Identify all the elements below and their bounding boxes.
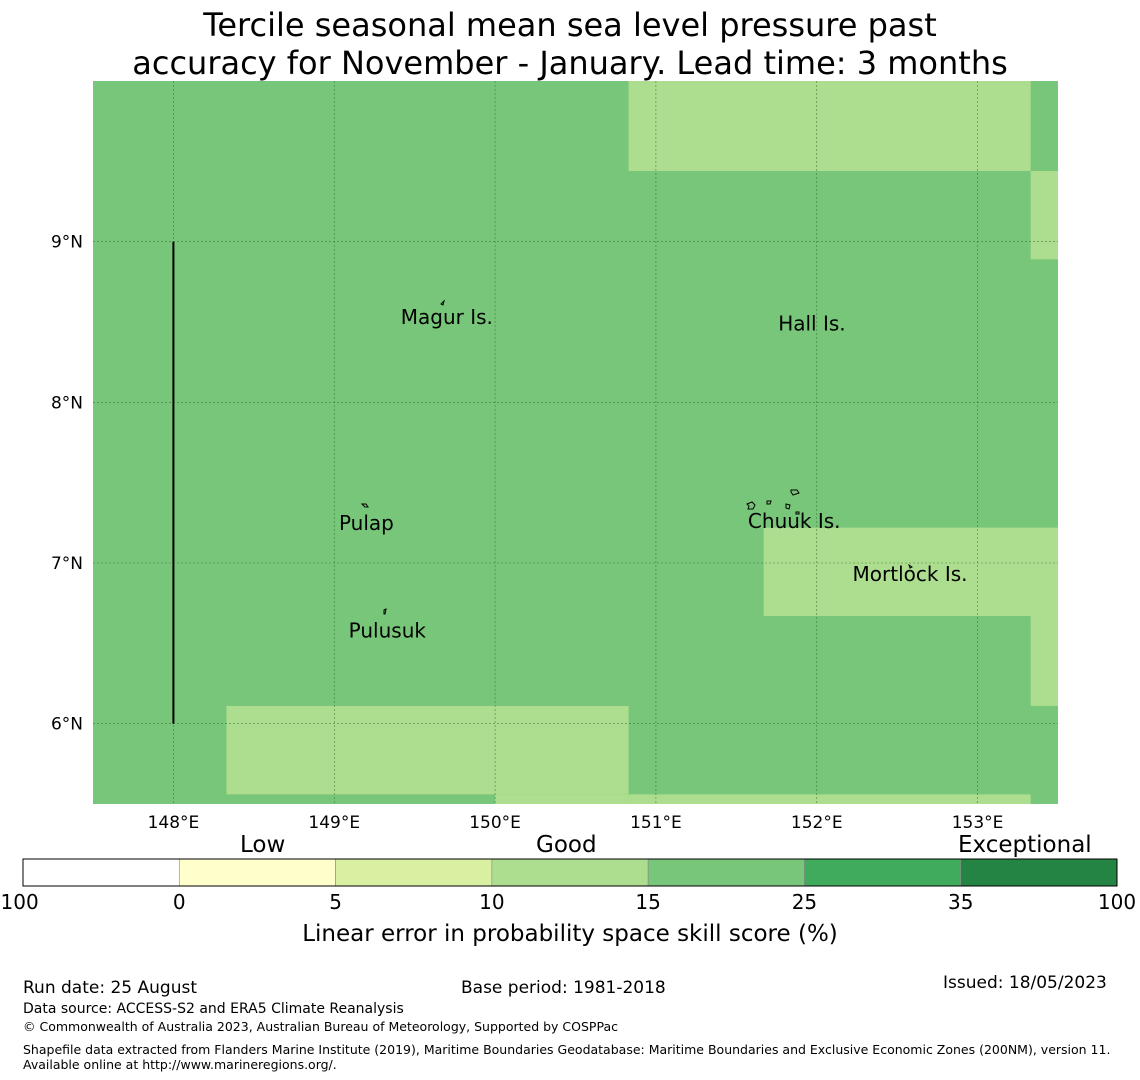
island-outline bbox=[908, 563, 913, 569]
colorbar-tick-label: 0 bbox=[172, 890, 186, 914]
colorbar-heading-exceptional: Exceptional bbox=[958, 832, 1092, 858]
colorbar-segment bbox=[178, 858, 336, 887]
skill-cell-2 bbox=[1030, 170, 1058, 260]
colorbar-segment bbox=[491, 858, 649, 887]
lon-tick-label: 150°E bbox=[469, 813, 521, 833]
colorbar-label: Linear error in probability space skill … bbox=[302, 921, 838, 947]
island-outline bbox=[795, 511, 800, 515]
colorbar-tick-label: 15 bbox=[635, 890, 661, 914]
place-label: Magur Is. bbox=[401, 305, 493, 329]
island-outline bbox=[785, 503, 791, 510]
shapefile-credit: Shapefile data extracted from Flanders M… bbox=[23, 1042, 1111, 1072]
lat-tick-label: 7°N bbox=[51, 554, 83, 574]
colorbar-segment bbox=[960, 858, 1118, 887]
skill-cell-6 bbox=[495, 794, 629, 804]
lat-tick-label: 6°N bbox=[51, 715, 83, 735]
skill-cell-3 bbox=[763, 527, 1058, 617]
place-label: Hall Is. bbox=[778, 312, 845, 336]
copyright: © Commonwealth of Australia 2023, Austra… bbox=[23, 1019, 618, 1034]
place-label: Mortlock Is. bbox=[853, 562, 968, 586]
skill-cell-5 bbox=[226, 705, 629, 795]
colorbar-segment bbox=[804, 858, 962, 887]
colorbar-tick-label: 35 bbox=[947, 890, 974, 914]
colorbar-tick-label: -100 bbox=[0, 890, 39, 914]
lat-tick-label: 9°N bbox=[51, 233, 83, 253]
lat-tick-label: 8°N bbox=[51, 393, 83, 413]
colorbar-tick-label: 25 bbox=[791, 890, 818, 914]
map-title-line-1: Tercile seasonal mean sea level pressure… bbox=[203, 6, 937, 44]
island-outline bbox=[440, 299, 445, 306]
map-area: 148°E 149°E 150°E 151°E 152°E 153°E 6°N 7°N 8°N 9… bbox=[51, 81, 1058, 833]
lon-tick-label: 151°E bbox=[630, 813, 682, 833]
data-source: Data source: ACCESS-S2 and ERA5 Climate … bbox=[23, 1001, 404, 1017]
island-outline bbox=[383, 608, 387, 615]
lon-tick-label: 148°E bbox=[148, 813, 200, 833]
skill-cell-7 bbox=[628, 794, 1031, 804]
colorbar-frame bbox=[22, 858, 1118, 887]
colorbar-heading-good: Good bbox=[536, 832, 597, 858]
place-label: Pulap bbox=[339, 511, 394, 535]
map-title: Tercile seasonal mean sea level pressure… bbox=[0, 6, 1140, 82]
island-outline bbox=[766, 500, 772, 505]
lon-tick-label: 149°E bbox=[308, 813, 360, 833]
base-period: Base period: 1981-2018 bbox=[461, 978, 666, 998]
colorbar-tick-label: 10 bbox=[479, 890, 505, 914]
colorbar-tick-label: 100 bbox=[1097, 890, 1137, 914]
skill-cell-1 bbox=[628, 81, 1031, 171]
colorbar-tick-label: 5 bbox=[329, 890, 342, 914]
place-label: Chuuk Is. bbox=[748, 509, 841, 533]
colorbar-heading-low: Low bbox=[240, 832, 286, 858]
island-outline bbox=[746, 501, 756, 510]
lon-tick-label: 153°E bbox=[952, 813, 1004, 833]
colorbar-segment bbox=[22, 858, 180, 887]
place-label: Pulusuk bbox=[349, 618, 427, 642]
colorbar-segment bbox=[647, 858, 805, 887]
run-date: Run date: 25 August bbox=[23, 978, 197, 998]
island-outline bbox=[790, 489, 800, 496]
issued-date: Issued: 18/05/2023 bbox=[943, 973, 1107, 993]
skill-cell-4 bbox=[1030, 616, 1058, 706]
colorbar bbox=[22, 858, 1118, 887]
map-background bbox=[93, 81, 1058, 804]
map-title-line-2: accuracy for November - January. Lead ti… bbox=[132, 44, 1008, 82]
lon-tick-label: 152°E bbox=[791, 813, 843, 833]
colorbar-segment bbox=[335, 858, 493, 887]
island-outline bbox=[360, 503, 369, 508]
